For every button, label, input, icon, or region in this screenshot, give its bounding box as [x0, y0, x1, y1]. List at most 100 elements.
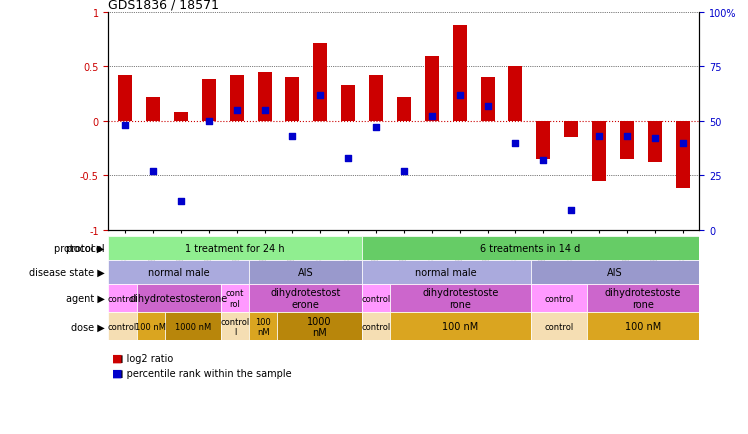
FancyBboxPatch shape — [362, 260, 530, 284]
FancyBboxPatch shape — [390, 312, 530, 341]
Bar — [257, 72, 272, 122]
Text: dihydrotestosterone: dihydrotestosterone — [129, 293, 228, 303]
Point — [119, 122, 131, 129]
FancyBboxPatch shape — [587, 284, 699, 312]
FancyBboxPatch shape — [108, 237, 362, 260]
Text: 1000 nM: 1000 nM — [175, 322, 211, 331]
Bar — [509, 67, 522, 122]
Text: dose ▶: dose ▶ — [71, 322, 105, 332]
Point — [593, 133, 605, 140]
Text: control: control — [544, 322, 573, 331]
Text: 1000
nM: 1000 nM — [307, 316, 332, 337]
FancyBboxPatch shape — [221, 312, 249, 341]
Text: 6 treatments in 14 d: 6 treatments in 14 d — [480, 243, 580, 253]
FancyBboxPatch shape — [221, 284, 249, 312]
FancyBboxPatch shape — [108, 312, 137, 341]
Point — [454, 92, 466, 99]
Bar — [146, 98, 160, 122]
Text: normal male: normal male — [148, 267, 209, 277]
Text: dihydrotestoste
rone: dihydrotestoste rone — [605, 288, 681, 309]
Point — [482, 103, 494, 110]
FancyBboxPatch shape — [278, 312, 362, 341]
Text: ■ log2 ratio: ■ log2 ratio — [108, 353, 174, 363]
Point — [230, 107, 242, 114]
Point — [565, 207, 577, 214]
Point — [314, 92, 326, 99]
Bar — [341, 86, 355, 122]
FancyBboxPatch shape — [249, 312, 278, 341]
Bar — [202, 80, 215, 122]
Text: agent ▶: agent ▶ — [66, 293, 105, 303]
Text: normal male: normal male — [415, 267, 477, 277]
Point — [649, 135, 660, 142]
Text: 100 nM: 100 nM — [135, 322, 166, 331]
FancyBboxPatch shape — [530, 260, 699, 284]
Bar — [592, 122, 606, 181]
FancyBboxPatch shape — [362, 284, 390, 312]
Text: ■: ■ — [112, 353, 123, 363]
FancyBboxPatch shape — [249, 284, 362, 312]
Text: disease state ▶: disease state ▶ — [29, 267, 105, 277]
Bar — [675, 122, 690, 189]
Text: protocol: protocol — [65, 243, 105, 253]
Point — [677, 140, 689, 147]
Text: control
l: control l — [221, 317, 250, 336]
FancyBboxPatch shape — [530, 312, 587, 341]
FancyBboxPatch shape — [362, 237, 699, 260]
Bar — [286, 78, 299, 122]
Bar — [480, 78, 494, 122]
FancyBboxPatch shape — [390, 284, 530, 312]
Point — [370, 125, 382, 132]
Point — [342, 155, 354, 162]
Text: 100 nM: 100 nM — [625, 322, 661, 332]
Text: control: control — [544, 294, 573, 303]
FancyBboxPatch shape — [137, 284, 221, 312]
FancyBboxPatch shape — [530, 284, 587, 312]
Bar — [313, 43, 328, 122]
Text: control: control — [108, 294, 137, 303]
Text: control: control — [361, 294, 390, 303]
Point — [398, 168, 410, 175]
FancyBboxPatch shape — [108, 260, 249, 284]
Point — [203, 118, 215, 125]
Bar — [564, 122, 578, 138]
Text: dihydrotestoste
rone: dihydrotestoste rone — [422, 288, 498, 309]
FancyBboxPatch shape — [587, 312, 699, 341]
Text: 100
nM: 100 nM — [255, 317, 271, 336]
Text: 1 treatment for 24 h: 1 treatment for 24 h — [186, 243, 285, 253]
Point — [621, 133, 633, 140]
Bar — [425, 56, 439, 122]
Text: protocol ▶: protocol ▶ — [55, 243, 105, 253]
Bar — [453, 26, 467, 122]
Text: ■: ■ — [112, 368, 123, 378]
Point — [175, 198, 187, 205]
Text: cont
rol: cont rol — [226, 289, 245, 308]
Bar — [620, 122, 634, 160]
Text: 100 nM: 100 nM — [442, 322, 478, 332]
Point — [147, 168, 159, 175]
Bar — [397, 98, 411, 122]
Bar — [648, 122, 662, 163]
Bar — [118, 76, 132, 122]
Point — [286, 133, 298, 140]
Text: ■ percentile rank within the sample: ■ percentile rank within the sample — [108, 368, 292, 378]
Point — [259, 107, 271, 114]
FancyBboxPatch shape — [362, 312, 390, 341]
Text: GDS1836 / 18571: GDS1836 / 18571 — [108, 0, 219, 12]
FancyBboxPatch shape — [165, 312, 221, 341]
Point — [426, 114, 438, 121]
FancyBboxPatch shape — [137, 312, 165, 341]
Text: control: control — [108, 322, 137, 331]
Point — [509, 140, 521, 147]
FancyBboxPatch shape — [108, 284, 137, 312]
Bar — [230, 76, 244, 122]
Text: control: control — [361, 322, 390, 331]
Bar — [369, 76, 383, 122]
FancyBboxPatch shape — [249, 260, 362, 284]
Text: AIS: AIS — [298, 267, 313, 277]
Bar — [174, 113, 188, 122]
Bar — [536, 122, 551, 160]
Text: dihydrotestost
erone: dihydrotestost erone — [270, 288, 340, 309]
Text: AIS: AIS — [607, 267, 623, 277]
Point — [537, 157, 549, 164]
